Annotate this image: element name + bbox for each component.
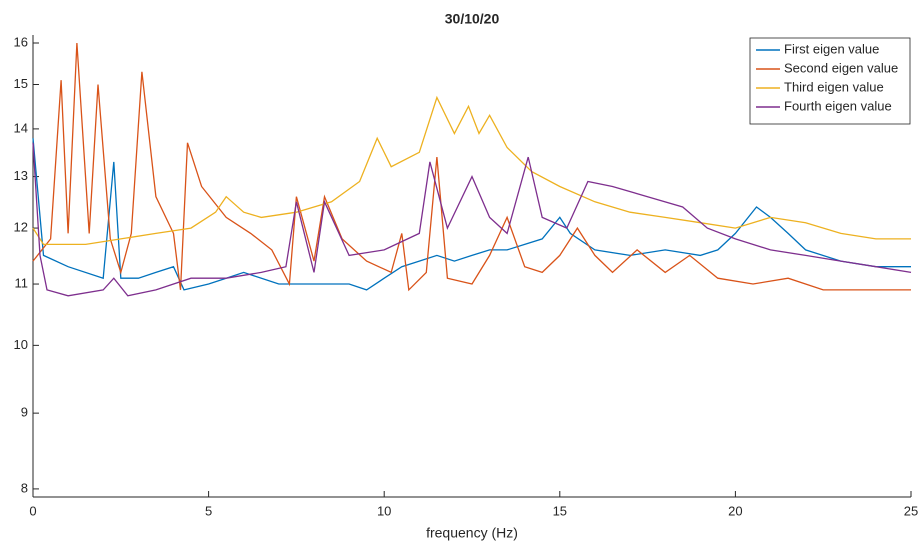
- y-tick-label: 12: [14, 220, 28, 235]
- x-tick-label: 15: [553, 503, 567, 518]
- series-line: [32, 142, 912, 297]
- y-tick-label: 15: [14, 76, 28, 91]
- y-tick-label: 13: [14, 168, 28, 183]
- x-tick-label: 0: [29, 503, 36, 518]
- x-axis-label: frequency (Hz): [426, 525, 518, 541]
- y-tick-label: 11: [15, 275, 29, 290]
- legend-label: Fourth eigen value: [784, 98, 892, 113]
- legend-box: [749, 37, 911, 125]
- y-tick-label: 16: [14, 34, 28, 49]
- series-line: [32, 42, 911, 292]
- y-tick-label: 10: [14, 337, 28, 352]
- chart-title: 30/10/20: [445, 11, 500, 27]
- x-tick-label: 10: [377, 503, 391, 518]
- y-tick-label: 14: [14, 120, 28, 135]
- x-tick-label: 5: [205, 503, 212, 518]
- x-tick-label: 20: [728, 503, 742, 518]
- y-tick-label: 9: [21, 405, 28, 420]
- series-line: [32, 95, 911, 246]
- legend-label: Second eigen value: [784, 60, 898, 75]
- y-tick-label: 8: [21, 480, 28, 495]
- legend-label: First eigen value: [784, 41, 879, 56]
- legend-label: Third eigen value: [784, 79, 884, 94]
- x-tick-label: 25: [904, 503, 918, 518]
